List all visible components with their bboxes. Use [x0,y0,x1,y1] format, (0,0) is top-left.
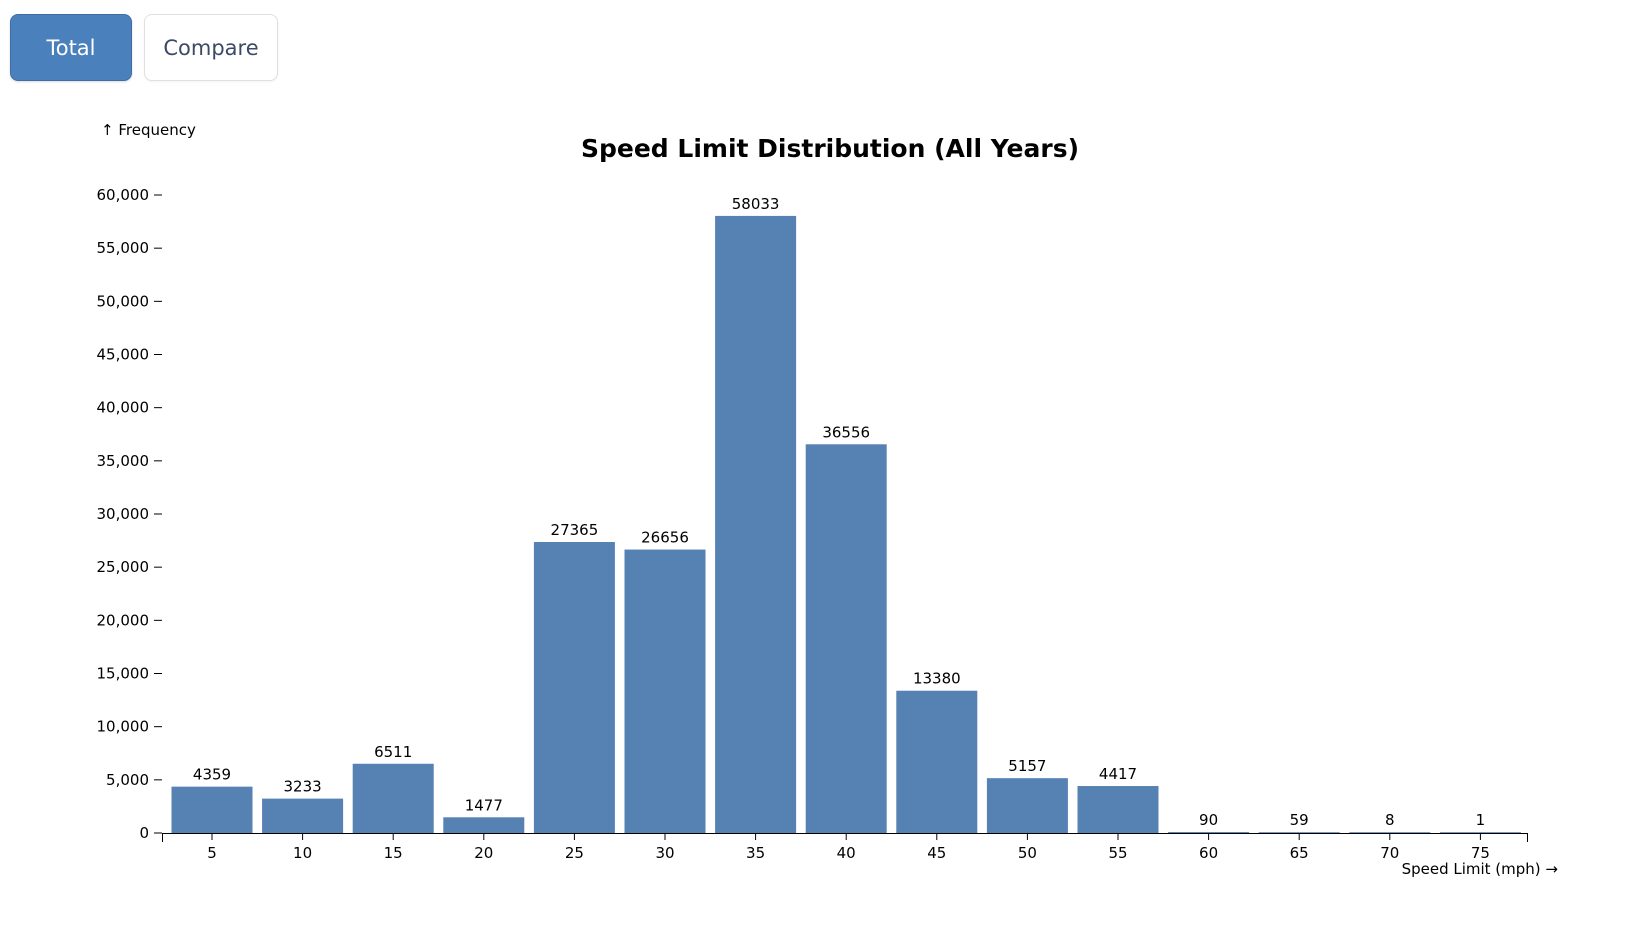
x-tick-label: 30 [655,844,674,862]
data-label-75: 1 [1476,811,1486,829]
data-label-25: 27365 [551,521,599,539]
data-label-40: 36556 [822,423,870,441]
data-label-45: 13380 [913,670,961,688]
data-label-10: 3233 [284,778,322,796]
y-tick-label: 55,000 [97,239,150,257]
bar-40 [805,444,887,833]
bars [171,215,1521,833]
chart-title: Speed Limit Distribution (All Years) [581,134,1079,163]
bar-15 [352,763,434,833]
data-label-35: 58033 [732,195,780,213]
bar-55 [1077,786,1159,833]
data-label-55: 4417 [1099,765,1137,783]
data-label-70: 8 [1385,811,1395,829]
tab-total[interactable]: Total [10,14,132,81]
data-label-15: 6511 [374,743,412,761]
y-tick-label: 35,000 [97,452,150,470]
data-label-30: 26656 [641,529,689,547]
x-tick-label: 65 [1290,844,1309,862]
x-tick-label: 60 [1199,844,1218,862]
data-label-65: 59 [1290,811,1309,829]
x-axis-label: Speed Limit (mph) → [1402,860,1558,878]
x-tick-label: 20 [474,844,493,862]
data-label-20: 1477 [465,796,503,814]
y-tick-label: 20,000 [97,611,150,629]
y-axis-label: ↑ Frequency [101,121,196,139]
y-tick-label: 15,000 [97,665,150,683]
y-axis: 0 5,000 10,000 15,000 20,000 25,000 30,000 35,0… [97,186,162,842]
bar-30 [624,549,706,833]
x-tick-label: 45 [927,844,946,862]
x-tick-label: 70 [1380,844,1399,862]
y-tick-label: 45,000 [97,346,150,364]
x-tick-label: 50 [1018,844,1037,862]
x-tick-label: 15 [384,844,403,862]
bar-25 [533,542,615,833]
view-tabs: Total Compare [10,14,278,81]
bar-10 [262,798,344,833]
bar-20 [443,817,525,833]
x-axis: 5 10 15 20 25 30 35 40 45 50 55 60 65 70 75 [162,833,1528,862]
x-tick-label: 5 [207,844,217,862]
bar-70 [1349,832,1431,833]
x-tick-label: 25 [565,844,584,862]
x-tick-label: 75 [1471,844,1490,862]
y-tick-label: 10,000 [97,718,150,736]
data-label-60: 90 [1199,811,1218,829]
bar-50 [986,778,1068,833]
y-tick-label: 5,000 [106,771,149,789]
bar-75 [1439,832,1521,833]
x-tick-label: 55 [1108,844,1127,862]
y-tick-label: 60,000 [97,186,150,204]
bar-65 [1258,832,1340,833]
bar-35 [715,215,797,833]
tab-compare[interactable]: Compare [144,14,278,81]
y-tick-label: 40,000 [97,399,150,417]
bar-5 [171,786,253,833]
x-tick-label: 10 [293,844,312,862]
data-label-5: 4359 [193,766,231,784]
y-tick-label: 25,000 [97,558,150,576]
x-tick-label: 40 [837,844,856,862]
bar-45 [896,690,978,833]
data-label-50: 5157 [1008,757,1046,775]
y-tick-label: 50,000 [97,292,150,310]
bar-60 [1168,832,1250,833]
data-labels: 4359 3233 6511 1477 27365 26656 58033 36556 1338… [193,195,1485,829]
y-tick-label: 0 [139,824,149,842]
y-tick-label: 30,000 [97,505,150,523]
x-tick-label: 35 [746,844,765,862]
